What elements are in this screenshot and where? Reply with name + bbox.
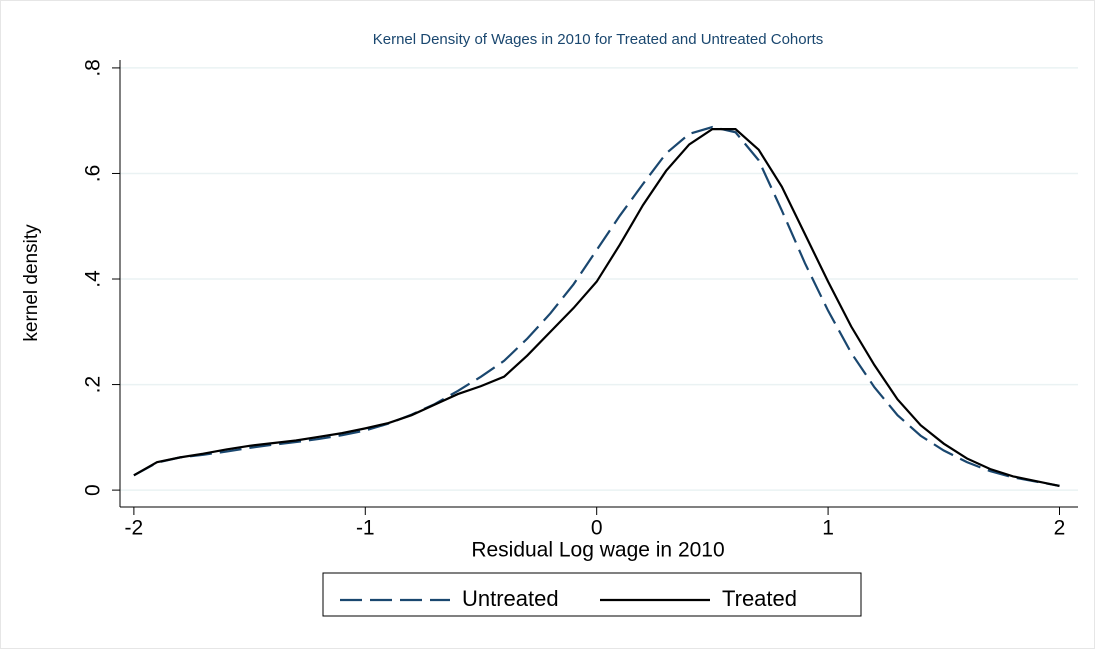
y-tick-label: .6 (82, 165, 105, 183)
legend-label: Treated (722, 586, 797, 611)
x-tick-label: -2 (125, 517, 144, 540)
y-tick-label: .4 (82, 270, 105, 288)
legend-label: Untreated (462, 586, 559, 611)
chart-title: Kernel Density of Wages in 2010 for Trea… (373, 31, 824, 48)
x-tick-label: 1 (822, 517, 834, 540)
x-axis-label: Residual Log wage in 2010 (471, 539, 724, 562)
x-tick-label: 0 (591, 517, 603, 540)
y-tick-label: 0 (82, 484, 105, 496)
legend-box (322, 572, 862, 617)
x-tick-label: 2 (1054, 517, 1066, 540)
y-tick-label: .8 (82, 59, 105, 77)
y-axis-label: kernel density (21, 224, 42, 342)
series-line (133, 128, 1060, 487)
series-line (133, 125, 1060, 487)
y-tick-label: .2 (82, 376, 105, 394)
x-tick-label: -1 (356, 517, 375, 540)
